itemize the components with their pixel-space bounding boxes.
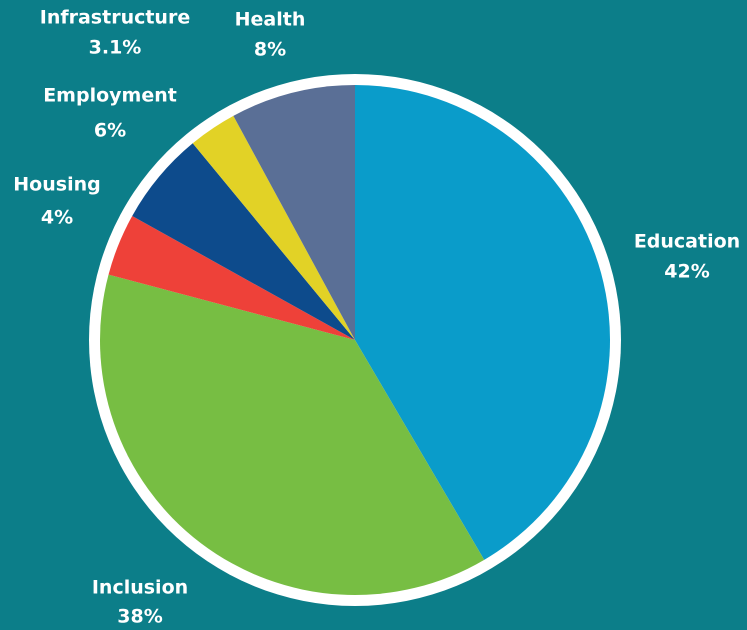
slice-label: Education bbox=[634, 231, 740, 253]
slice-value-label: 42% bbox=[664, 261, 709, 283]
slice-value-label: 4% bbox=[41, 207, 73, 229]
slice-label: Employment bbox=[43, 85, 177, 107]
pie-slice bbox=[132, 143, 355, 340]
pie-slice bbox=[108, 215, 355, 340]
slice-label: Inclusion bbox=[92, 577, 188, 599]
pie-slice bbox=[192, 115, 355, 340]
slice-value-label: 38% bbox=[117, 606, 162, 628]
slice-value-label: 3.1% bbox=[89, 37, 142, 59]
slice-label: Housing bbox=[13, 174, 100, 196]
pie-slice bbox=[99, 274, 485, 596]
slice-value-label: 8% bbox=[254, 39, 286, 61]
slice-label: Health bbox=[235, 9, 306, 31]
pie-slice bbox=[355, 85, 611, 560]
slice-label: Infrastructure bbox=[40, 7, 190, 29]
slice-value-label: 6% bbox=[94, 120, 126, 142]
pie-slice bbox=[233, 85, 355, 340]
